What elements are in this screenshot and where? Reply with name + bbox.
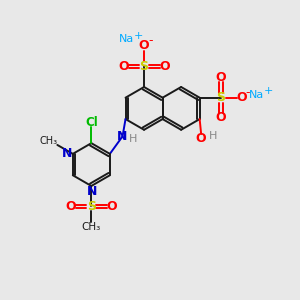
Text: N: N bbox=[87, 185, 97, 198]
Text: O: O bbox=[216, 71, 226, 84]
Text: O: O bbox=[118, 60, 129, 73]
Text: CH₃: CH₃ bbox=[40, 136, 58, 146]
Text: +: + bbox=[134, 32, 143, 41]
Text: Na: Na bbox=[249, 90, 264, 100]
Text: O: O bbox=[216, 111, 226, 124]
Text: N: N bbox=[62, 147, 72, 160]
Text: -: - bbox=[148, 34, 153, 47]
Text: +: + bbox=[264, 86, 273, 96]
Text: H: H bbox=[129, 134, 137, 144]
Text: S: S bbox=[140, 60, 148, 73]
Text: O: O bbox=[236, 91, 247, 104]
Text: O: O bbox=[196, 132, 206, 145]
Text: O: O bbox=[139, 40, 149, 52]
Text: S: S bbox=[217, 91, 226, 104]
Text: S: S bbox=[87, 200, 96, 213]
Text: O: O bbox=[66, 200, 76, 213]
Text: -: - bbox=[246, 86, 250, 99]
Text: H: H bbox=[209, 131, 217, 141]
Text: O: O bbox=[159, 60, 169, 73]
Text: Na: Na bbox=[119, 34, 134, 44]
Text: CH₃: CH₃ bbox=[82, 222, 101, 232]
Text: N: N bbox=[117, 130, 128, 143]
Text: O: O bbox=[106, 200, 117, 213]
Text: Cl: Cl bbox=[85, 116, 98, 129]
